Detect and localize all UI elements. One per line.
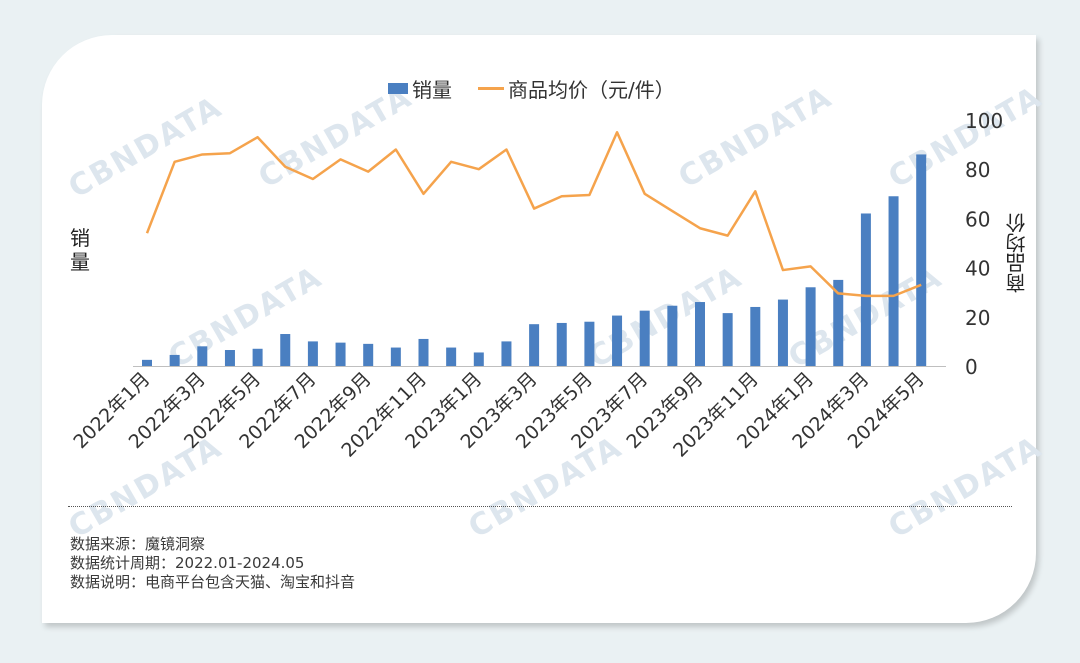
- notes-block: 数据来源：魔镜洞察 数据统计周期：2022.01-2024.05 数据说明：电商…: [70, 535, 355, 592]
- left-axis-label: 销量: [70, 226, 90, 274]
- bar: [584, 321, 595, 366]
- bar: [142, 359, 152, 366]
- bar: [363, 343, 374, 366]
- right-axis-tick-label: 0: [965, 355, 978, 379]
- bar: [722, 313, 733, 366]
- period-note: 数据统计周期：2022.01-2024.05: [70, 554, 305, 572]
- bar: [639, 310, 650, 366]
- bar: [667, 305, 678, 366]
- bar: [446, 347, 457, 366]
- chart-legend: 销量 商品均价（元/件）: [388, 75, 675, 102]
- bar: [750, 306, 761, 366]
- bar: [888, 196, 899, 366]
- bar: [833, 279, 844, 366]
- bar: [916, 154, 927, 366]
- description-note: 数据说明：电商平台包含天猫、淘宝和抖音: [70, 573, 356, 591]
- bar: [777, 299, 788, 366]
- bar: [501, 341, 512, 366]
- bar: [390, 347, 401, 366]
- right-axis-tick-label: 100: [965, 109, 1003, 133]
- legend-line-label: 商品均价（元/件）: [508, 77, 675, 102]
- legend-bar-label: 销量: [412, 77, 452, 102]
- bar: [307, 341, 318, 366]
- bar: [473, 352, 484, 366]
- bar: [252, 348, 263, 366]
- legend-line-swatch: [478, 86, 504, 90]
- right-axis-tick-label: 20: [965, 306, 990, 330]
- bar: [335, 342, 346, 366]
- bar: [556, 322, 567, 366]
- line-series-avg-price: [145, 131, 922, 298]
- right-axis-tick-label: 60: [965, 207, 990, 231]
- bar: [860, 213, 871, 366]
- right-axis-tick-label: 80: [965, 158, 990, 182]
- right-axis-tick-label: 40: [965, 257, 990, 281]
- source-note: 数据来源：魔镜洞察: [70, 535, 206, 553]
- legend-bar-swatch: [388, 82, 408, 94]
- bar: [197, 346, 208, 366]
- bar: [805, 287, 816, 366]
- notes-divider: [68, 506, 1012, 507]
- bar: [169, 354, 180, 366]
- bar: [224, 350, 235, 366]
- bar: [612, 315, 623, 366]
- bar: [418, 338, 429, 366]
- bar: [529, 324, 540, 366]
- bar: [280, 334, 291, 366]
- bar: [695, 302, 705, 366]
